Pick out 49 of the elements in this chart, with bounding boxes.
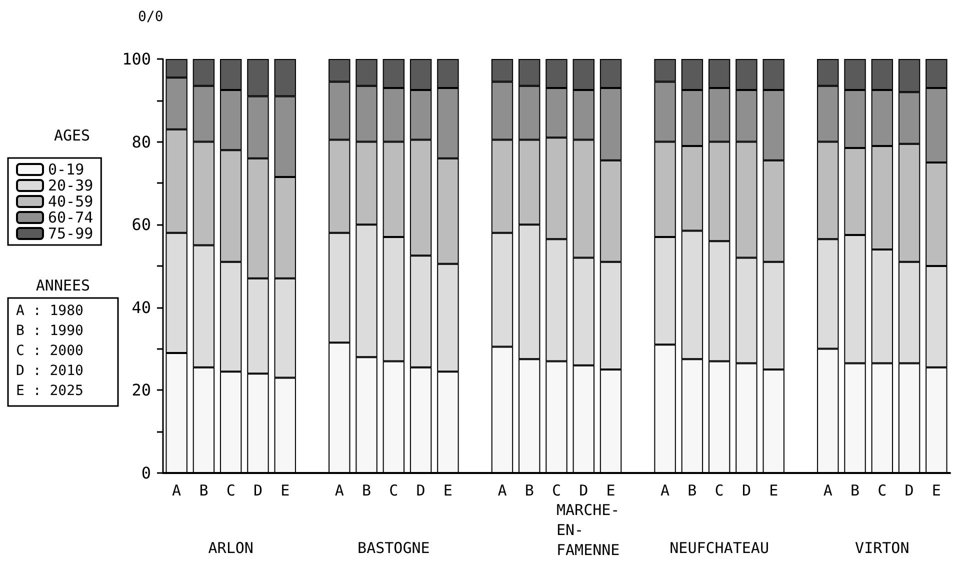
text: B : 1990 xyxy=(16,323,84,339)
x-tick-label: D xyxy=(742,482,751,500)
text: C : 2000 xyxy=(16,343,84,359)
legend-label: 40-59 xyxy=(48,192,94,210)
text: ANNEES xyxy=(36,276,90,294)
x-tick-label: E xyxy=(443,482,452,500)
x-tick-label: B xyxy=(850,482,860,500)
y-axis-title: 0/0 xyxy=(138,9,164,25)
x-tick-label: C xyxy=(389,482,398,500)
text: ARLON xyxy=(208,539,254,557)
y-tick-label: 20 xyxy=(132,380,151,400)
text: NEUFCHATEAU xyxy=(670,539,769,557)
x-tick-label: B xyxy=(524,482,534,500)
x-tick-label: A xyxy=(660,482,670,500)
x-tick-label: B xyxy=(688,482,697,500)
x-tick-label: C xyxy=(714,482,724,500)
x-tick-label: E xyxy=(932,482,941,500)
y-tick-label: 60 xyxy=(132,215,151,234)
x-tick-label: A xyxy=(172,482,182,500)
x-tick-label: D xyxy=(579,482,588,500)
x-tick-label: D xyxy=(416,482,426,500)
y-tick-label: 0 xyxy=(141,464,151,482)
x-tick-label: D xyxy=(904,482,914,500)
x-tick-label: E xyxy=(769,482,778,500)
legend-label: 60-74 xyxy=(48,208,94,226)
x-tick-label: C xyxy=(226,482,236,500)
legend-label: 0-19 xyxy=(48,160,84,178)
text: MARCHE- EN- FAMENNE xyxy=(556,501,620,559)
x-tick-label: A xyxy=(823,482,832,500)
x-tick-label: A xyxy=(334,482,344,500)
x-tick-label: A xyxy=(498,482,507,500)
x-tick-label: C xyxy=(552,482,562,500)
x-tick-label: B xyxy=(199,482,208,500)
legend-label: 20-39 xyxy=(48,176,94,194)
x-tick-label: C xyxy=(878,482,887,500)
y-tick-label: 100 xyxy=(122,50,151,68)
x-tick-label: B xyxy=(362,482,372,500)
x-tick-label: E xyxy=(280,482,290,500)
legend-label: 75-99 xyxy=(48,224,94,242)
x-tick-label: E xyxy=(606,482,616,500)
text: D : 2010 xyxy=(16,363,84,379)
text: BASTOGNE xyxy=(358,539,430,557)
text: A : 1980 xyxy=(16,303,84,319)
text: VIRTON xyxy=(855,539,910,557)
y-tick-label: 80 xyxy=(132,132,151,152)
y-tick-label: 40 xyxy=(132,298,151,317)
x-tick-label: D xyxy=(253,482,262,500)
text: E : 2025 xyxy=(16,383,84,399)
legend-title: AGES xyxy=(54,126,90,144)
